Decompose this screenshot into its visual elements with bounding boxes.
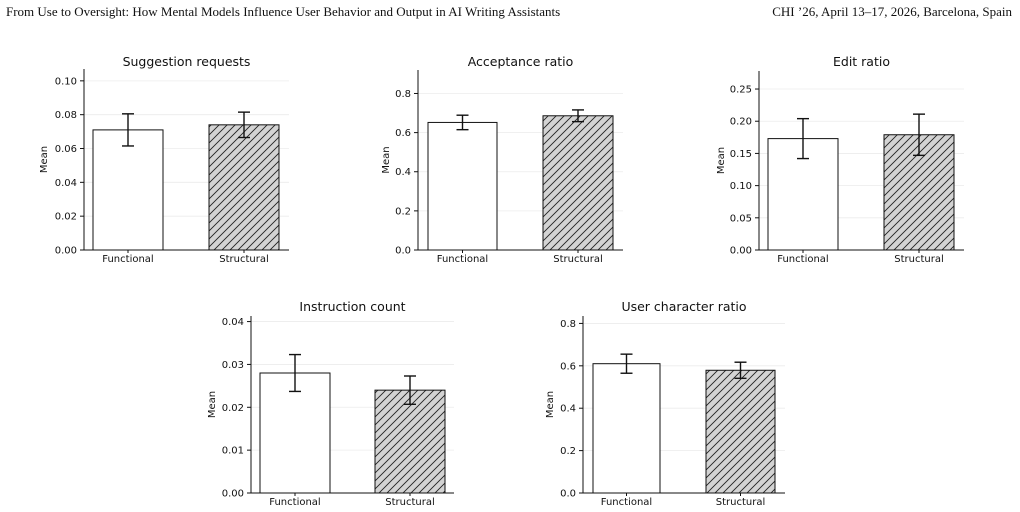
x-tick-label: Structural (716, 497, 766, 508)
y-tick-label: 0.00 (55, 246, 77, 257)
bar (592, 363, 661, 494)
chart-title: User character ratio (621, 299, 746, 314)
chart-title: Acceptance ratio (468, 54, 574, 69)
x-tick-label: Functional (437, 254, 488, 265)
bar (259, 372, 331, 494)
y-axis-label: Mean (545, 391, 556, 418)
running-header-venue: CHI ’26, April 13–17, 2026, Barcelona, S… (772, 4, 1012, 19)
chart-title: Instruction count (299, 299, 405, 314)
bar (92, 129, 164, 251)
y-tick-label: 0.20 (730, 117, 752, 128)
x-tick-label: Functional (777, 254, 828, 265)
y-axis-label: Mean (381, 146, 392, 173)
bar (542, 115, 614, 251)
running-header: From Use to Oversight: How Mental Models… (6, 4, 1012, 22)
x-tick-label: Structural (219, 254, 269, 265)
y-tick-label: 0.8 (395, 89, 411, 100)
bar (427, 121, 498, 251)
y-tick-label: 0.00 (730, 246, 752, 257)
running-header-title: From Use to Oversight: How Mental Models… (6, 4, 561, 19)
chart-title: Edit ratio (833, 54, 890, 69)
chart-title: Suggestion requests (123, 54, 251, 69)
x-tick-label: Structural (894, 254, 944, 265)
y-tick-label: 0.0 (560, 489, 576, 500)
y-tick-label: 0.05 (730, 213, 752, 224)
y-tick-label: 0.8 (560, 319, 576, 330)
chart-panel: Functional Structural 0.00 0.05 0.10 0.15 0.20… (716, 54, 964, 265)
y-tick-label: 0.4 (395, 167, 411, 178)
x-tick-label: Structural (385, 497, 435, 508)
bar (883, 134, 955, 251)
y-tick-label: 0.04 (222, 317, 244, 328)
y-tick-label: 0.02 (222, 403, 244, 414)
y-tick-label: 0.10 (730, 181, 752, 192)
y-tick-label: 0.01 (222, 446, 244, 457)
y-tick-label: 0.04 (55, 178, 77, 189)
y-axis-label: Mean (207, 391, 218, 418)
chart-panel: Functional Structural 0.00 0.01 0.02 0.03 0.04… (207, 299, 454, 508)
y-tick-label: 0.06 (55, 144, 77, 155)
x-tick-label: Functional (601, 497, 652, 508)
y-tick-label: 0.00 (222, 489, 244, 500)
bar (705, 369, 776, 494)
chart-panel: Functional Structural 0.00 0.02 0.04 0.06 0.08… (39, 54, 289, 265)
bar (374, 389, 446, 494)
y-tick-label: 0.15 (730, 149, 752, 160)
y-tick-label: 0.0 (395, 246, 411, 257)
y-tick-label: 0.2 (560, 446, 576, 457)
x-tick-label: Functional (269, 497, 320, 508)
y-tick-label: 0.2 (395, 206, 411, 217)
y-tick-label: 0.02 (55, 212, 77, 223)
y-tick-label: 0.08 (55, 110, 77, 121)
y-axis-label: Mean (716, 147, 727, 174)
y-tick-label: 0.25 (730, 85, 752, 96)
y-tick-label: 0.6 (560, 361, 576, 372)
y-tick-label: 0.10 (55, 76, 77, 87)
y-axis-label: Mean (39, 146, 50, 173)
chart-panel: Functional Structural 0.0 0.2 0.4 0.6 0.8 Mean A… (381, 54, 623, 265)
y-tick-label: 0.4 (560, 404, 576, 415)
bar (208, 124, 280, 251)
y-tick-label: 0.03 (222, 360, 244, 371)
x-tick-label: Functional (102, 254, 153, 265)
chart-panel: Functional Structural 0.0 0.2 0.4 0.6 0.8 Mean U… (545, 299, 785, 508)
y-tick-label: 0.6 (395, 128, 411, 139)
x-tick-label: Structural (553, 254, 603, 265)
